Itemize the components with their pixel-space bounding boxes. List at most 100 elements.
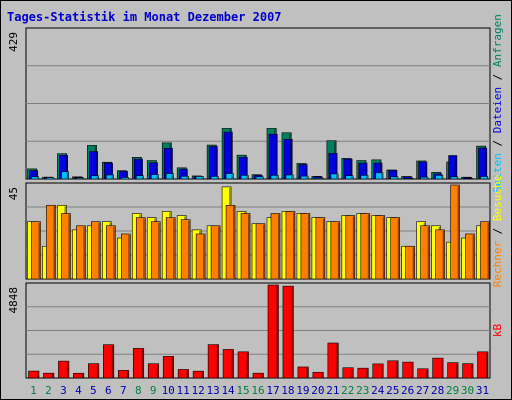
bar-rechner [135, 217, 146, 280]
x-tick-label: 3 [60, 384, 67, 397]
bar-seiten [225, 173, 234, 180]
bar-kb [432, 357, 444, 379]
panel-legend: Seiten / Dateien / Anfragen [491, 14, 504, 193]
x-tick-label: 20 [311, 384, 324, 397]
bar-seiten [270, 175, 279, 180]
bar-kb [118, 370, 130, 379]
x-tick-label: 29 [446, 384, 459, 397]
panel-legend: kB [491, 324, 504, 338]
bar-seiten [150, 174, 159, 180]
bar-rechner [76, 225, 86, 280]
bar-seiten [480, 176, 489, 180]
x-tick-label: 7 [120, 384, 127, 397]
bar-kb [312, 371, 324, 379]
bar-dateien [208, 146, 218, 180]
x-tick-label: 31 [476, 384, 489, 397]
bar-rechner [480, 221, 490, 280]
bar-seiten [330, 173, 339, 180]
bar-seiten [345, 175, 354, 180]
bar-rechner [210, 225, 221, 280]
bar-kb [43, 372, 55, 379]
x-tick-label: 13 [206, 384, 219, 397]
bar-rechner [360, 213, 371, 280]
bar-seiten [300, 175, 309, 180]
bar-dateien [223, 131, 233, 180]
bar-seiten [405, 177, 414, 180]
x-axis-labels: 1 2 3 4 5 6 7 8 9 10 11 12 13 14 15 16 17 18 19 20 21 22 23 24 2… [30, 384, 489, 397]
bar-seiten [121, 177, 129, 180]
x-tick-label: 12 [192, 384, 205, 397]
bar-seiten [195, 176, 204, 180]
bar-kb [282, 285, 294, 379]
bar-rechner [61, 213, 71, 280]
bar-kb [462, 363, 474, 379]
bar-kb [147, 363, 160, 379]
bar-seiten [435, 175, 444, 180]
x-tick-label: 5 [90, 384, 97, 397]
chart-panels: 429 Seiten / Dateien / Anfragen 45 Rechner … [7, 14, 504, 379]
legend-anfragen: Anfragen [491, 14, 504, 67]
bar-seiten [375, 172, 384, 180]
bar-kb [477, 351, 489, 379]
legend-dateien: Dateien [491, 87, 504, 133]
legend-kb: kB [491, 324, 504, 338]
x-tick-label: 15 [236, 384, 249, 397]
bar-rechner [285, 211, 296, 280]
x-tick-label: 21 [326, 384, 339, 397]
x-tick-label: 26 [401, 384, 414, 397]
x-tick-label: 18 [281, 384, 294, 397]
bar-dateien [448, 155, 458, 180]
bar-rechner [315, 217, 326, 280]
y-max-label: 429 [7, 32, 20, 52]
bar-seiten [390, 176, 399, 180]
bar-kb [162, 356, 174, 379]
x-tick-label: 2 [45, 384, 52, 397]
bar-kb [252, 372, 264, 379]
bar-kb [103, 344, 115, 379]
bar-rechner [121, 233, 131, 280]
bar-seiten [76, 177, 84, 180]
bar-seiten [91, 175, 99, 180]
bar-seiten [210, 176, 219, 180]
bar-kb [447, 362, 459, 379]
legend-seiten: Seiten [491, 153, 504, 193]
bar-kb [387, 360, 399, 379]
x-tick-label: 14 [221, 384, 235, 397]
bar-kb [297, 366, 309, 379]
bar-seiten [315, 177, 324, 180]
bar-kb [192, 370, 204, 379]
bar-kb [267, 284, 279, 379]
bar-rechner [31, 221, 41, 280]
bar-seiten [135, 175, 144, 180]
bar-kb [177, 369, 189, 379]
bar-kb [88, 363, 100, 379]
bar-seiten [255, 176, 264, 180]
x-tick-label: 1 [30, 384, 37, 397]
x-tick-label: 8 [135, 384, 142, 397]
bar-rechner [300, 213, 311, 280]
bar-rechner [375, 215, 386, 280]
bar-rechner [46, 205, 56, 280]
bar-kb [28, 370, 40, 379]
x-tick-label: 30 [461, 384, 474, 397]
panel-1: 429 Seiten / Dateien / Anfragen [7, 14, 504, 193]
bar-seiten [46, 177, 55, 180]
bar-kb [372, 363, 384, 379]
bar-rechner [91, 221, 101, 280]
bar-seiten [420, 176, 429, 180]
y-max-label: 45 [7, 187, 20, 200]
bar-rechner [420, 225, 430, 280]
bar-rechner [435, 229, 445, 280]
bar-seiten [61, 171, 70, 180]
x-tick-label: 22 [341, 384, 354, 397]
bar-rechner [255, 223, 266, 280]
bar-kb [402, 361, 414, 379]
bar-seiten [240, 175, 249, 180]
bar-seiten [285, 174, 294, 180]
bar-kb [222, 349, 234, 379]
bar-dateien [283, 138, 293, 180]
x-tick-label: 16 [251, 384, 264, 397]
bar-kb [237, 351, 249, 379]
